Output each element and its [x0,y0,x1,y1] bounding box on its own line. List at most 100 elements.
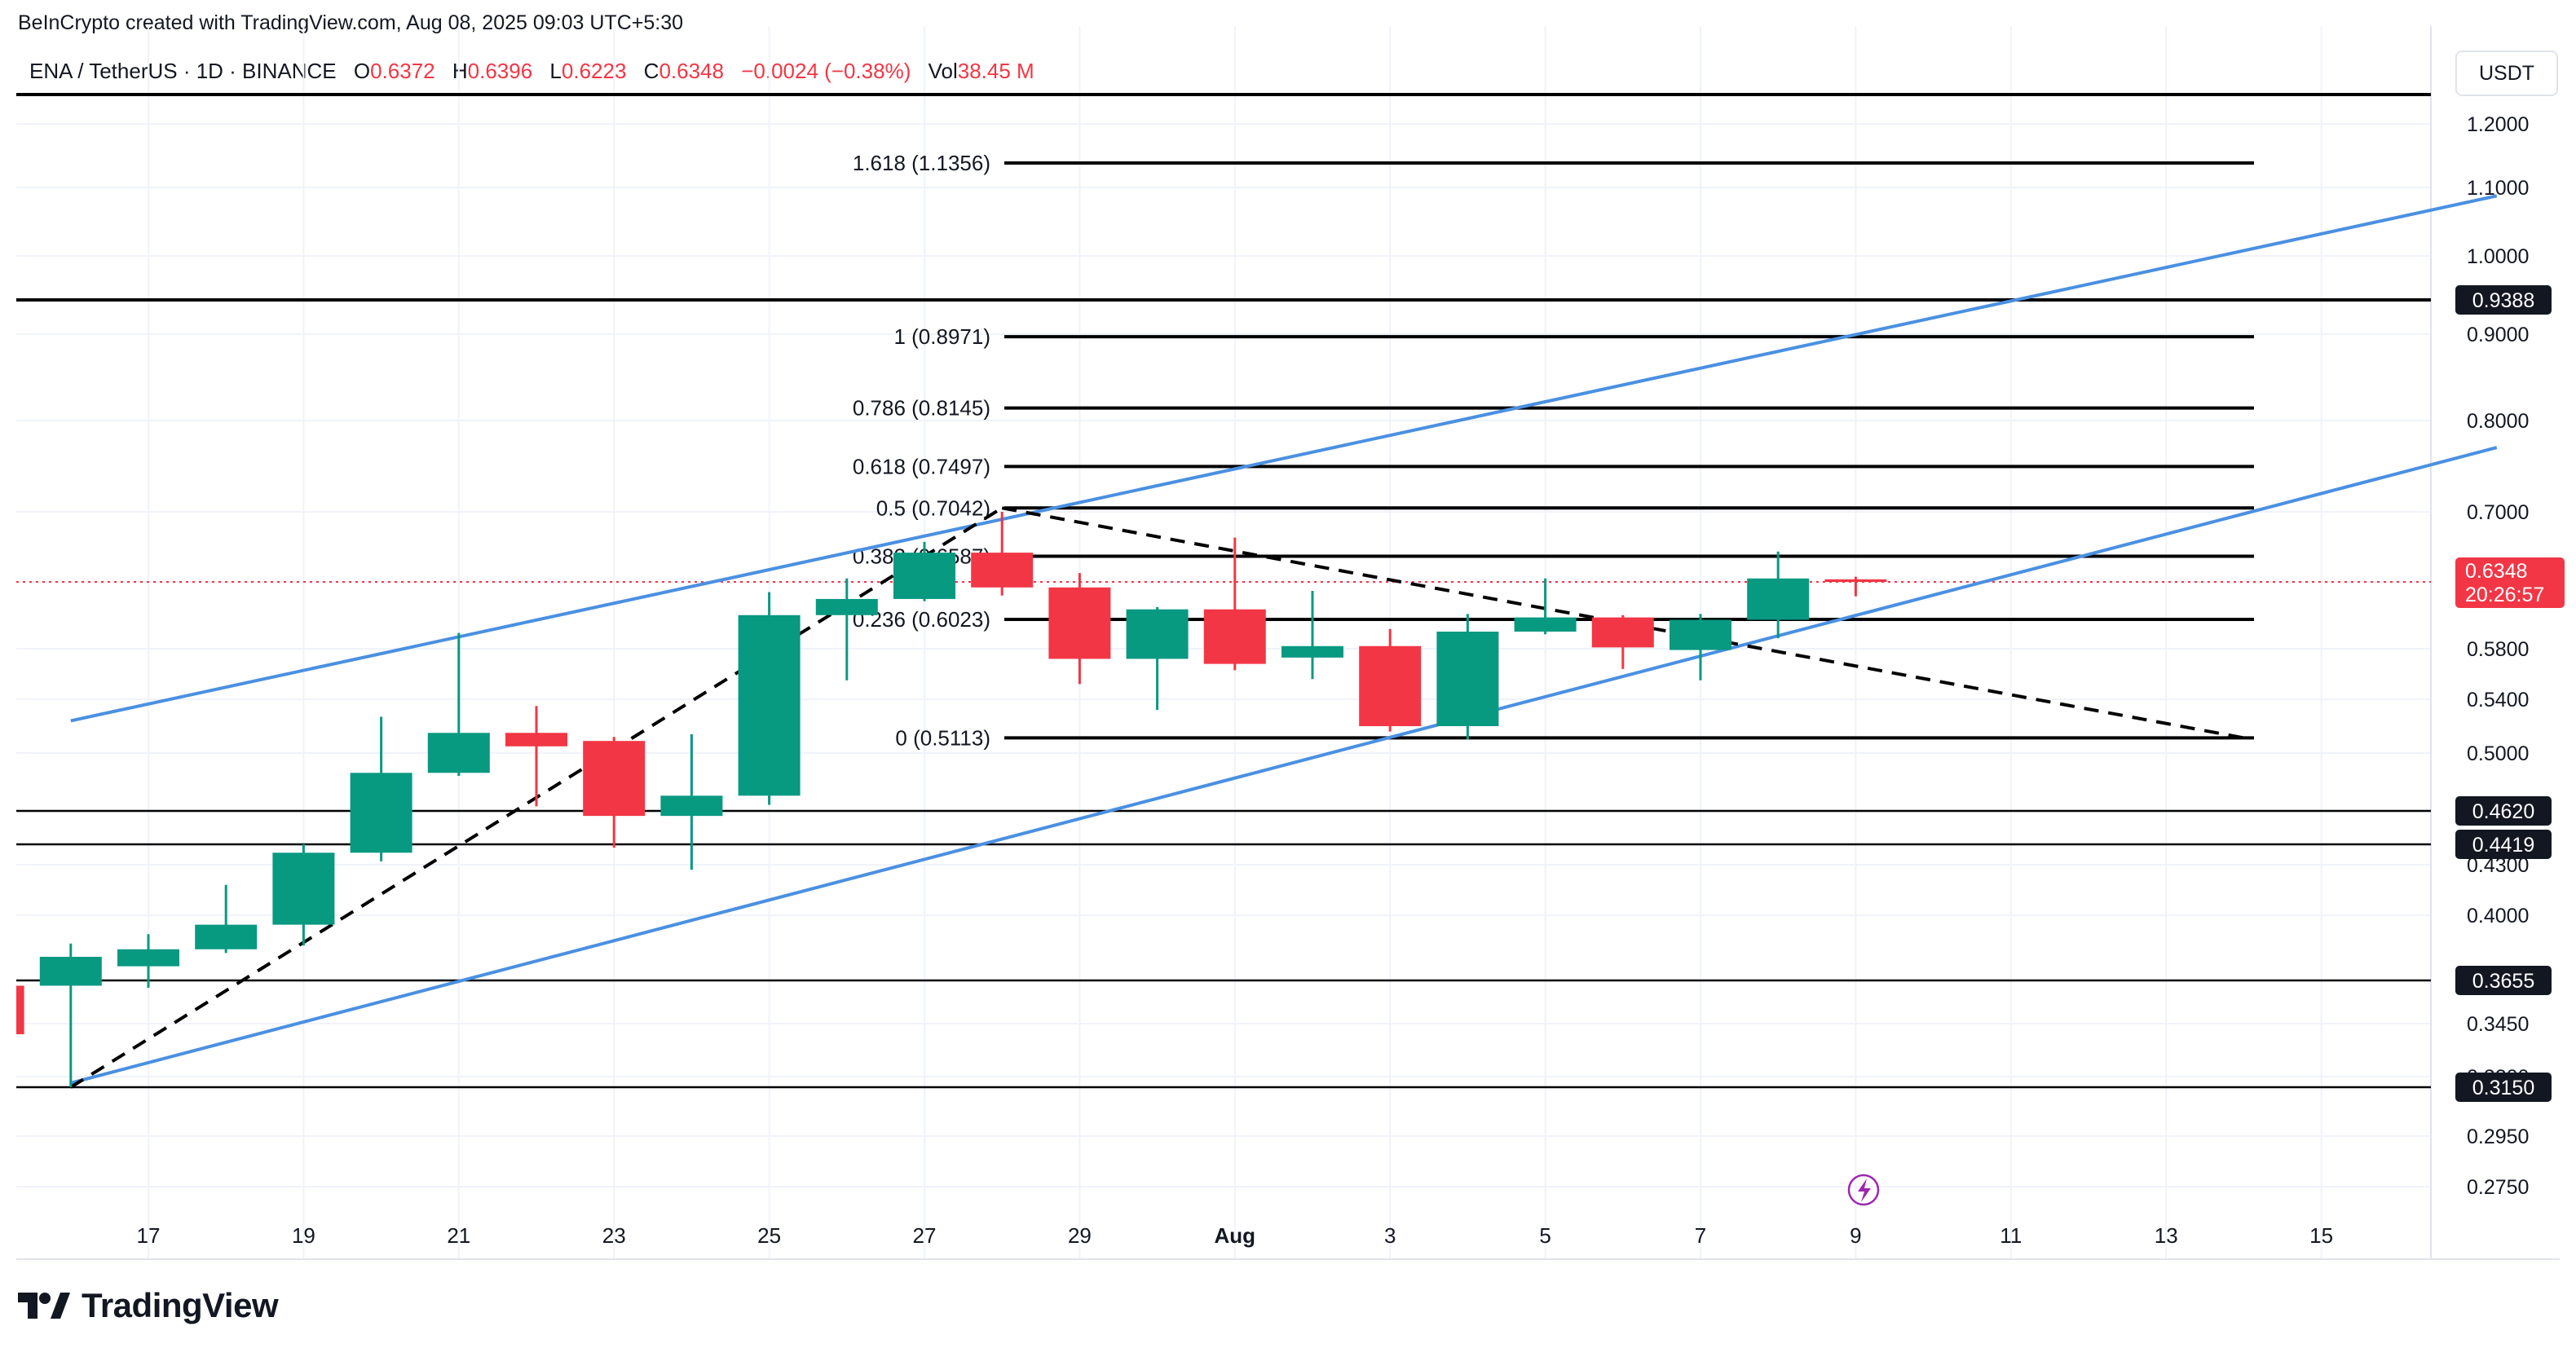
candle-body [1591,617,1654,648]
fib-level-label: 1 (0.8971) [893,324,990,349]
time-tick-label: 15 [2309,1223,2333,1248]
level-badge [2455,796,2552,826]
volume-label: Vol [928,59,958,83]
open-label: O [353,59,371,83]
channel-upper-line [70,194,2498,723]
level-badge [2455,1073,2552,1102]
level-badge-label: 0.3150 [2472,1077,2534,1099]
candle-body [1514,617,1577,632]
close-label: C [643,59,659,83]
currency-button[interactable]: USDT [2455,51,2558,96]
candle-body [660,795,723,817]
time-tick-label: 5 [1539,1223,1550,1248]
candle-body [195,924,258,949]
price-tick-label: 0.8000 [2467,410,2529,433]
open-value: 0.6372 [370,59,435,83]
level-badge-label: 0.4419 [2472,834,2534,857]
tradingview-wordmark: TradingView [82,1286,279,1324]
price-tick-label: 1.2000 [2467,113,2529,136]
fibonacci-levels: 1.618 (1.1356) 1 (0.8971) 0.786 (0.8145) 0.… [853,151,2254,750]
dashed-trend-line [1001,506,2244,740]
time-tick-label: 25 [757,1223,781,1248]
time-tick-label: 7 [1695,1223,1706,1248]
candle-body [1281,645,1343,658]
candle-body [971,553,1034,588]
high-value: 0.6396 [467,59,533,83]
candle-body [1824,579,1887,582]
candle-body [738,615,801,796]
price-tick-label: 0.5000 [2467,742,2529,765]
tradingview-logo-icon [18,1293,70,1319]
tradingview-logo[interactable]: TradingView [18,1281,279,1330]
fib-level-label: 1.618 (1.1356) [853,151,990,175]
level-badge [2455,285,2552,315]
time-tick-label: 11 [2000,1223,2022,1248]
candle-body [893,553,955,599]
time-tick-label: Aug [1215,1223,1256,1248]
close-value: 0.6348 [659,59,724,83]
candle-body [350,773,412,853]
level-badge [2455,830,2552,859]
symbol-legend: ENA / TetherUS · 1D · BINANCE O0.6372 H0… [29,59,1034,84]
horizontal-levels [16,93,2431,1089]
current-price-label: 0.6348 [2465,560,2527,583]
current-price-badge [2455,557,2565,608]
fib-level-label: 0.5 (0.7042) [876,496,990,520]
fib-level-label: 0.618 (0.7497) [853,454,990,478]
candles [16,512,1887,1087]
level-badge-label: 0.9388 [2472,289,2534,312]
lightning-icon[interactable] [1847,1174,1880,1206]
candle-body [583,741,646,817]
time-tick-label: 19 [292,1223,315,1248]
price-tick-label: 1.0000 [2467,245,2529,268]
volume-value: 38.45 M [957,59,1034,83]
price-tick-label: 0.5800 [2467,638,2529,661]
level-badge-label: 0.3655 [2472,970,2534,993]
price-tick-label: 0.5400 [2467,689,2529,711]
low-label: L [549,59,562,83]
time-tick-label: 9 [1850,1223,1861,1248]
channel-lower-line [70,446,2498,1085]
candle-body [1747,578,1810,620]
candle-body [1359,645,1422,726]
candle-body [1436,632,1499,726]
price-tick-label: 0.2750 [2467,1176,2529,1199]
high-label: H [452,59,468,83]
time-tick-label: 3 [1384,1223,1396,1248]
candle-body [1670,619,1731,650]
fib-level-label: 0 (0.5113) [895,725,990,750]
price-tick-label: 0.3450 [2467,1013,2529,1036]
channel-lines [70,194,2498,1085]
candle-body [117,949,179,967]
price-tick-label: 0.7000 [2467,501,2529,524]
countdown-label: 20:26:57 [2465,584,2544,606]
fib-level-label: 0.786 (0.8145) [853,396,990,421]
price-axis-ticks: 0.27500.29500.32000.34500.36550.40000.43… [2467,113,2529,1199]
level-badge [2455,966,2552,995]
price-badges: 0.9388 0.4620 0.4419 0.3655 0.3150 0.634820:2… [2455,285,2565,1102]
time-tick-label: 27 [913,1223,937,1248]
candle-body [39,957,102,986]
candle-body [1203,609,1266,664]
time-tick-label: 13 [2155,1223,2178,1248]
time-tick-label: 21 [447,1223,470,1248]
time-tick-label: 23 [602,1223,626,1248]
low-value: 0.6223 [561,59,627,83]
price-tick-label: 0.2950 [2467,1126,2529,1148]
price-tick-label: 0.4000 [2467,905,2529,927]
time-axis-labels: 17 19 21 23 25 27 29 Aug 3 5 7 9 11 13 15 [137,1223,2334,1248]
time-tick-label: 29 [1068,1223,1092,1248]
price-tick-label: 0.9000 [2467,324,2529,346]
candle-body [16,985,24,1034]
candle-body [427,733,490,773]
price-tick-label: 1.1000 [2467,177,2529,200]
candle-body [815,598,878,615]
candle-body [1048,587,1111,659]
candle-body [1126,609,1189,659]
candle-body [272,852,335,925]
level-badge-label: 0.4620 [2472,800,2534,823]
symbol-name[interactable]: ENA / TetherUS · 1D · BINANCE [29,59,337,83]
time-tick-label: 17 [137,1223,161,1248]
candle-body [505,733,567,747]
